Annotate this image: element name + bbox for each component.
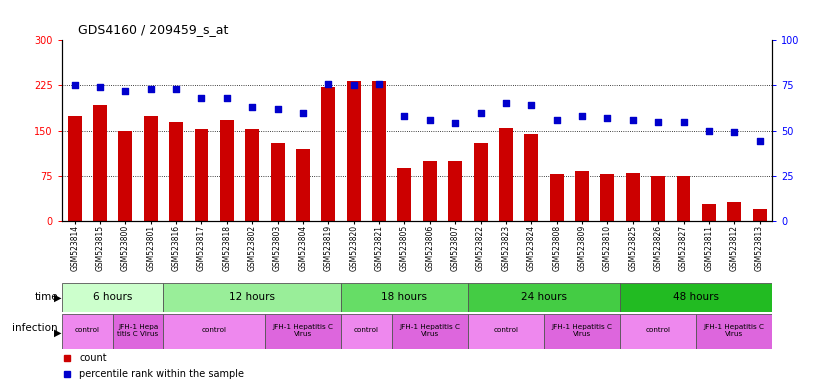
- Bar: [397, 168, 411, 221]
- FancyBboxPatch shape: [341, 314, 392, 349]
- Bar: [68, 116, 82, 221]
- Bar: [651, 176, 665, 221]
- Text: ▶: ▶: [54, 328, 61, 338]
- Text: infection: infection: [12, 323, 58, 333]
- Point: [601, 115, 614, 121]
- Text: 48 hours: 48 hours: [673, 291, 719, 301]
- Point: [449, 120, 462, 126]
- Point: [550, 117, 563, 123]
- Text: 18 hours: 18 hours: [382, 291, 427, 301]
- Text: JFH-1 Hepatitis C
Virus: JFH-1 Hepatitis C Virus: [552, 324, 613, 337]
- Text: 6 hours: 6 hours: [93, 291, 132, 301]
- Point: [499, 101, 512, 107]
- Point: [297, 109, 310, 116]
- Bar: [626, 173, 640, 221]
- Point: [195, 95, 208, 101]
- Text: count: count: [79, 353, 107, 363]
- FancyBboxPatch shape: [62, 283, 164, 311]
- Bar: [702, 204, 716, 221]
- Bar: [321, 87, 335, 221]
- Bar: [169, 121, 183, 221]
- Text: control: control: [202, 328, 226, 333]
- FancyBboxPatch shape: [620, 314, 696, 349]
- Text: ▶: ▶: [54, 293, 61, 303]
- Point: [373, 81, 386, 87]
- Text: JFH-1 Hepatitis C
Virus: JFH-1 Hepatitis C Virus: [704, 324, 765, 337]
- Point: [144, 86, 157, 92]
- Text: percentile rank within the sample: percentile rank within the sample: [79, 369, 244, 379]
- Bar: [245, 129, 259, 221]
- Bar: [296, 149, 310, 221]
- Text: control: control: [354, 328, 379, 333]
- Point: [245, 104, 259, 110]
- FancyBboxPatch shape: [62, 314, 112, 349]
- Text: GDS4160 / 209459_s_at: GDS4160 / 209459_s_at: [78, 23, 229, 36]
- Bar: [220, 120, 234, 221]
- Point: [347, 83, 360, 89]
- Point: [271, 106, 284, 112]
- Bar: [423, 161, 437, 221]
- Text: JFH-1 Hepa
titis C Virus: JFH-1 Hepa titis C Virus: [117, 324, 159, 337]
- Bar: [93, 105, 107, 221]
- Text: 12 hours: 12 hours: [230, 291, 275, 301]
- Bar: [372, 81, 386, 221]
- Point: [728, 129, 741, 136]
- FancyBboxPatch shape: [620, 283, 772, 311]
- Point: [398, 113, 411, 119]
- Bar: [347, 81, 361, 221]
- Point: [221, 95, 234, 101]
- Point: [68, 83, 81, 89]
- Point: [626, 117, 639, 123]
- Point: [169, 86, 183, 92]
- Text: control: control: [646, 328, 671, 333]
- Text: JFH-1 Hepatitis C
Virus: JFH-1 Hepatitis C Virus: [273, 324, 334, 337]
- Point: [576, 113, 589, 119]
- Bar: [525, 134, 539, 221]
- Bar: [549, 174, 563, 221]
- Bar: [752, 209, 767, 221]
- FancyBboxPatch shape: [112, 314, 164, 349]
- Text: control: control: [75, 328, 100, 333]
- Text: control: control: [493, 328, 519, 333]
- Text: 24 hours: 24 hours: [521, 291, 567, 301]
- Bar: [118, 131, 132, 221]
- FancyBboxPatch shape: [468, 283, 620, 311]
- Bar: [271, 142, 285, 221]
- FancyBboxPatch shape: [544, 314, 620, 349]
- FancyBboxPatch shape: [265, 314, 341, 349]
- FancyBboxPatch shape: [468, 314, 544, 349]
- Point: [525, 102, 538, 108]
- Point: [322, 81, 335, 87]
- Point: [753, 138, 767, 144]
- Point: [119, 88, 132, 94]
- Bar: [601, 174, 615, 221]
- Bar: [449, 161, 463, 221]
- Bar: [499, 127, 513, 221]
- Point: [474, 109, 487, 116]
- Point: [423, 117, 436, 123]
- Text: JFH-1 Hepatitis C
Virus: JFH-1 Hepatitis C Virus: [399, 324, 460, 337]
- FancyBboxPatch shape: [341, 283, 468, 311]
- Bar: [473, 142, 487, 221]
- Point: [676, 118, 690, 124]
- Bar: [575, 171, 589, 221]
- Point: [93, 84, 107, 90]
- FancyBboxPatch shape: [696, 314, 772, 349]
- FancyBboxPatch shape: [392, 314, 468, 349]
- Bar: [727, 202, 741, 221]
- Bar: [194, 129, 208, 221]
- Bar: [144, 116, 158, 221]
- FancyBboxPatch shape: [164, 314, 265, 349]
- Point: [702, 127, 715, 134]
- FancyBboxPatch shape: [164, 283, 341, 311]
- Text: time: time: [34, 291, 58, 301]
- Bar: [676, 176, 691, 221]
- Point: [652, 118, 665, 124]
